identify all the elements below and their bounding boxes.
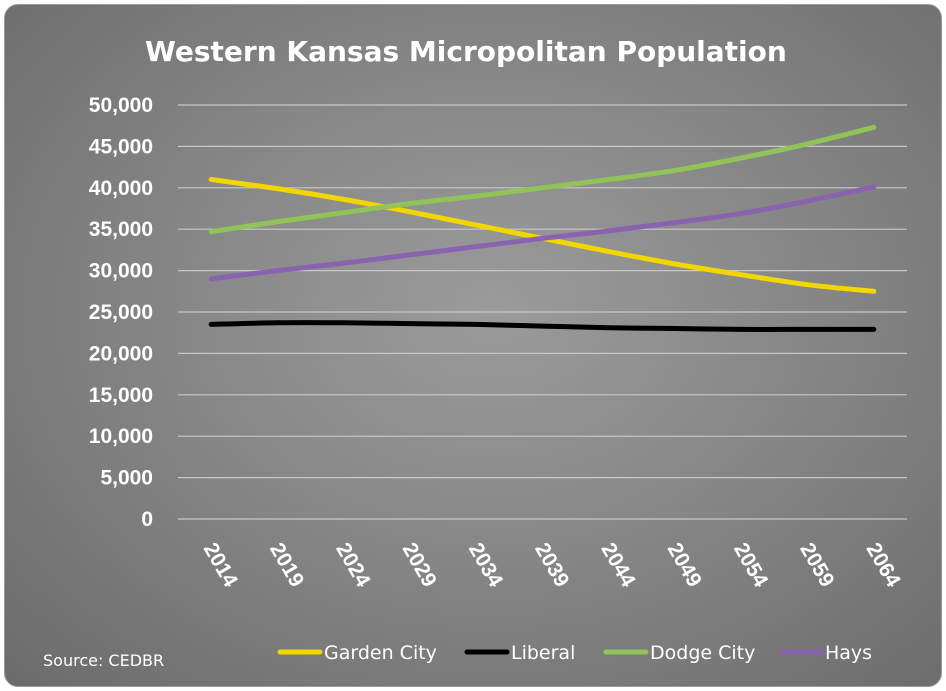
x-tick-label: 2034 — [464, 539, 507, 591]
x-tick-label: 2039 — [530, 539, 573, 591]
x-tick-label: 2044 — [596, 539, 639, 591]
y-tick-label: 5,000 — [100, 467, 153, 490]
y-tick-label: 15,000 — [89, 384, 153, 407]
y-tick-label: 30,000 — [89, 260, 153, 283]
series-line-dodge-city — [208, 124, 877, 235]
y-tick-label: 50,000 — [89, 94, 153, 117]
legend-label-hays: Hays — [825, 642, 872, 664]
chart-frame: Western Kansas Micropolitan Population 0… — [4, 4, 942, 687]
line-chart: Western Kansas Micropolitan Population 0… — [43, 35, 907, 670]
x-tick-label: 2024 — [331, 539, 374, 591]
x-tick-label: 2049 — [663, 539, 706, 591]
legend-label-garden-city: Garden City — [324, 642, 437, 664]
legend-label-liberal: Liberal — [511, 642, 575, 664]
y-tick-label: 40,000 — [89, 177, 153, 200]
y-tick-label: 25,000 — [89, 301, 153, 324]
y-tick-label: 20,000 — [89, 342, 153, 365]
series-line-hays — [208, 184, 877, 282]
legend-label-dodge-city: Dodge City — [650, 642, 755, 664]
x-tick-label: 2029 — [398, 539, 441, 591]
legend: Garden City Liberal Dodge City Hays — [277, 642, 872, 664]
series-line-liberal — [208, 320, 877, 332]
series-line-garden-city — [208, 177, 877, 294]
y-axis-ticks: 0 5,000 10,000 15,000 20,000 25,000 30,000 35,0… — [89, 94, 153, 531]
y-tick-label: 35,000 — [89, 218, 153, 241]
x-tick-label: 2054 — [729, 539, 772, 591]
y-tick-label: 0 — [141, 508, 153, 531]
y-tick-label: 10,000 — [89, 425, 153, 448]
y-tick-label: 45,000 — [89, 135, 153, 158]
x-tick-label: 2019 — [265, 539, 308, 591]
x-axis-ticks: 2014 2019 2024 2029 2034 2039 2044 2049 2054 2059… — [199, 539, 905, 591]
x-tick-label: 2064 — [862, 539, 905, 591]
chart-title: Western Kansas Micropolitan Population — [145, 35, 787, 68]
x-tick-label: 2014 — [199, 539, 242, 591]
x-tick-label: 2059 — [795, 539, 838, 591]
grid-lines — [178, 104, 907, 520]
source-note: Source: CEDBR — [43, 651, 164, 670]
series-lines — [208, 124, 877, 332]
